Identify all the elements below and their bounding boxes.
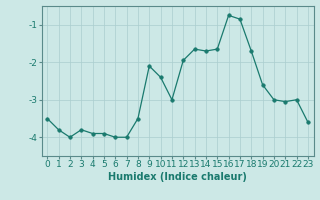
X-axis label: Humidex (Indice chaleur): Humidex (Indice chaleur) bbox=[108, 172, 247, 182]
